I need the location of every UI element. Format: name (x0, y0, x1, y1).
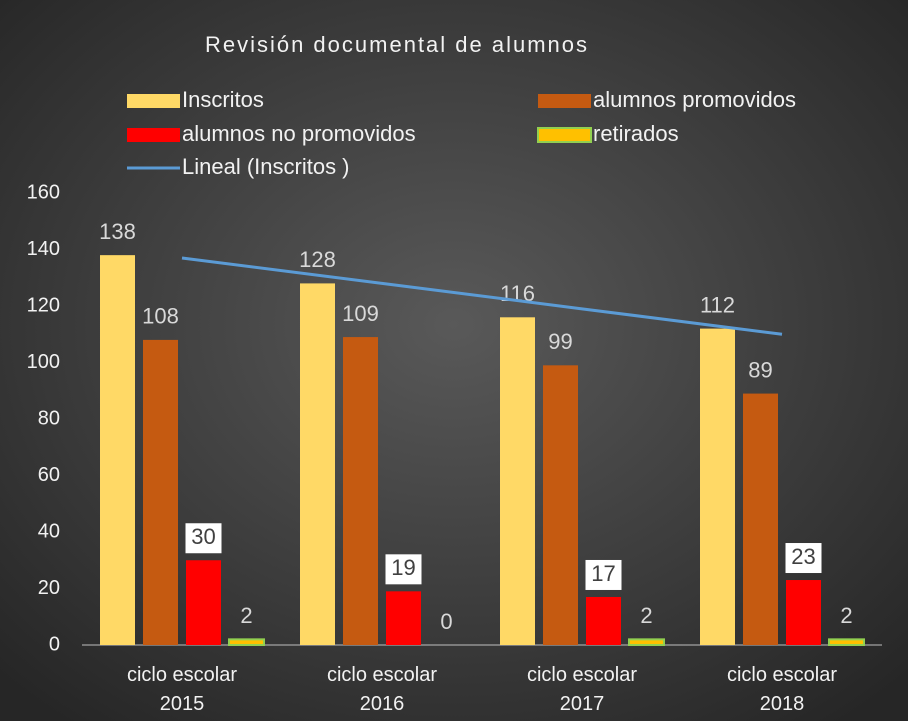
bar (100, 255, 135, 645)
value-label: 2 (840, 603, 852, 628)
y-tick-label: 160 (27, 181, 60, 203)
value-label: 99 (548, 329, 572, 354)
legend-swatch (127, 94, 180, 108)
legend-swatch (127, 128, 180, 142)
value-label: 2 (240, 603, 252, 628)
x-tick-line: 2016 (360, 693, 405, 715)
value-label: 30 (191, 524, 215, 549)
x-tick-line: ciclo escolar (127, 664, 237, 686)
legend-label: alumnos no promovidos (182, 121, 416, 146)
value-label: 138 (99, 219, 136, 244)
bar (628, 638, 665, 646)
legend-label: alumnos promovidos (593, 87, 796, 112)
trend-line (181, 256, 783, 336)
y-tick-label: 80 (38, 407, 60, 429)
x-tick-label: ciclo escolar 2017 (527, 664, 637, 715)
value-label: 2 (640, 603, 652, 628)
value-label: 23 (791, 544, 815, 569)
bar (743, 393, 778, 645)
legend-swatch (538, 94, 591, 108)
bar (786, 580, 821, 645)
y-tick-label: 40 (38, 520, 60, 542)
value-label: 19 (391, 555, 415, 580)
value-label-box (785, 543, 822, 574)
y-tick-label: 20 (38, 577, 60, 599)
value-label-box (585, 559, 622, 590)
legend-label: Inscritos (182, 87, 264, 112)
bar (700, 328, 735, 645)
legend-label: retirados (593, 121, 679, 146)
bar (386, 591, 421, 645)
x-tick-label: ciclo escolar 2016 (327, 664, 437, 715)
legend-swatch (537, 127, 592, 143)
value-label: 112 (700, 292, 735, 317)
y-tick-label: 100 (27, 351, 60, 373)
value-label-box (185, 523, 222, 554)
value-label: 17 (591, 561, 615, 586)
bar (828, 638, 865, 646)
chart-title: Revisión documental de alumnos (205, 32, 589, 57)
bar (300, 283, 335, 645)
y-tick-label: 140 (27, 238, 60, 260)
bar (343, 337, 378, 645)
bar (500, 317, 535, 645)
y-tick-label: 60 (38, 464, 60, 486)
y-tick-label: 120 (27, 294, 60, 316)
x-tick-line: 2018 (760, 693, 805, 715)
x-tick-line: ciclo escolar (327, 664, 437, 686)
value-label-box (385, 554, 422, 585)
y-tick-label: 0 (49, 633, 60, 655)
x-tick-line: ciclo escolar (527, 664, 637, 686)
x-tick-line: ciclo escolar (727, 664, 837, 686)
bar (186, 560, 221, 645)
x-tick-label: ciclo escolar 2018 (727, 664, 837, 715)
value-label: 109 (342, 301, 379, 326)
bar (228, 638, 265, 646)
value-label: 0 (440, 609, 452, 634)
x-tick-line: 2017 (560, 693, 605, 715)
bar (586, 596, 621, 645)
legend-label: Lineal (Inscritos ) (182, 154, 350, 179)
value-label: 89 (748, 357, 772, 382)
x-tick-line: 2015 (160, 693, 205, 715)
value-label: 128 (299, 247, 336, 272)
bar (143, 339, 178, 645)
bar (543, 365, 578, 645)
x-tick-label: ciclo escolar 2015 (127, 664, 237, 715)
value-label: 108 (142, 304, 179, 329)
